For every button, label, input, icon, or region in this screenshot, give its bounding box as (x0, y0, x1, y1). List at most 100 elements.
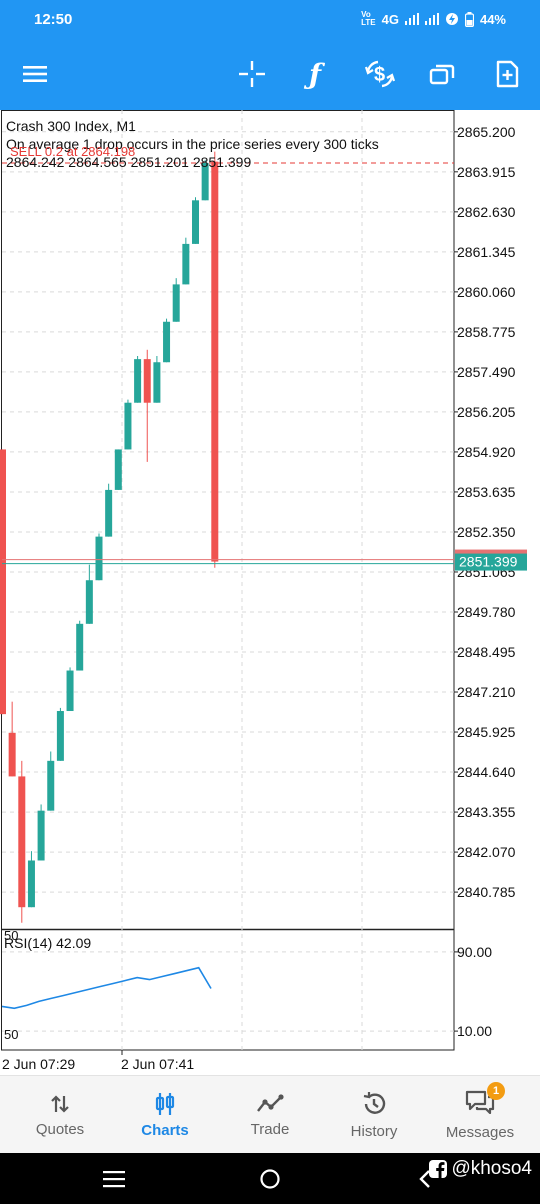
watermark: @khoso4 (429, 1158, 532, 1180)
facebook-icon (429, 1160, 448, 1178)
nav-trade-label: Trade (250, 1120, 290, 1138)
bottom-navigation: Quotes Charts Trade History 1 Messages (0, 1075, 540, 1153)
function-icon: ƒ (308, 57, 322, 91)
nav-charts-label: Charts (141, 1121, 189, 1139)
new-order-icon (496, 60, 519, 88)
signal-icon (404, 13, 419, 25)
candle-body (37, 810, 45, 861)
candle-body (66, 670, 74, 712)
rsi-level-label: 50 (4, 1027, 18, 1042)
candle-body (201, 162, 209, 201)
y-tick-label: 2856.205 (457, 404, 516, 420)
rsi-level-label: 50 (4, 928, 18, 943)
candle-body (172, 284, 180, 322)
rsi-line (1, 966, 212, 1010)
y-tick-label: 2847.210 (457, 684, 516, 700)
toolbar: ƒ $ (0, 40, 540, 110)
candle-body (95, 536, 103, 581)
candle-body (105, 489, 113, 537)
candle-body (192, 200, 199, 244)
window-icon (429, 64, 455, 85)
y-tick-label: 2844.640 (457, 764, 516, 780)
battery-level: 44% (479, 11, 506, 27)
x-tick-label: 2 Jun 07:41 (121, 1056, 194, 1072)
chart-description: On average 1 drop occurs in the price se… (6, 136, 379, 152)
nav-history-label: History (350, 1122, 398, 1140)
y-tick-label: 2848.495 (457, 644, 516, 660)
status-bar: 12:50 Vo LTE 4G 44% (0, 0, 540, 40)
nav-messages-label: Messages (445, 1123, 515, 1141)
price-chart[interactable]: 2865.200 2863.915 2862.630 2861.345 2860.060… (0, 110, 540, 1075)
menu-icon (23, 66, 47, 82)
indicators-button[interactable]: ƒ (295, 54, 335, 94)
chart-area[interactable]: 2865.200 2863.915 2862.630 2861.345 2860.060… (0, 110, 540, 1075)
battery-saver-icon (445, 13, 458, 25)
trade-button[interactable]: $ (360, 54, 400, 94)
candle-body (163, 321, 171, 363)
candle-body (76, 623, 84, 671)
windows-button[interactable] (422, 54, 462, 94)
nav-trade[interactable]: Trade (216, 1076, 324, 1154)
crosshair-icon (239, 61, 265, 87)
watermark-text: @khoso4 (451, 1158, 532, 1179)
candle-body (18, 776, 26, 908)
candle-body (27, 860, 35, 908)
history-icon (363, 1091, 386, 1114)
y-tick-label: 2849.780 (457, 604, 516, 620)
y-tick-label: 2863.915 (457, 164, 516, 180)
candle-body (47, 760, 55, 811)
signal-icon-2 (424, 13, 439, 25)
candle-body (85, 580, 93, 624)
y-tick-label: 2842.070 (457, 844, 516, 860)
y-tick-label: 2845.925 (457, 724, 516, 740)
nav-history[interactable]: History (320, 1076, 428, 1154)
candle-body (153, 362, 161, 403)
y-tick-label: 2860.060 (457, 284, 516, 300)
candle-body (143, 359, 151, 403)
status-indicators: Vo LTE 4G 44% (361, 11, 506, 27)
y-tick-label: 2865.200 (457, 124, 516, 140)
volte-icon: Vo LTE (361, 10, 376, 27)
y-tick-label: 2853.635 (457, 484, 516, 500)
sell-order-label[interactable]: SELL 0.2 at 2864.198 (10, 144, 136, 159)
candle-body (182, 243, 190, 285)
candle-body (211, 161, 219, 562)
current-price-box (455, 552, 527, 571)
crosshair-button[interactable] (232, 54, 272, 94)
back-icon[interactable] (418, 1169, 432, 1189)
y-tick-label: 2852.350 (457, 524, 516, 540)
recent-apps-icon[interactable] (103, 1170, 125, 1188)
nav-messages[interactable]: 1 Messages (426, 1076, 534, 1154)
y-tick-label: 2858.775 (457, 324, 516, 340)
candle-body (114, 449, 122, 490)
new-order-button[interactable] (487, 54, 527, 94)
candle-body (8, 732, 16, 777)
messages-icon-wrap: 1 (465, 1081, 505, 1118)
bid-price-marker (455, 549, 527, 554)
y-tick-label: 2854.920 (457, 444, 516, 460)
y-tick-label: 2857.490 (457, 364, 516, 380)
current-price-label: 2851.399 (459, 554, 518, 570)
svg-text:$: $ (374, 64, 385, 86)
candle-body (134, 359, 142, 403)
nav-quotes-label: Quotes (35, 1120, 85, 1138)
y-tick-label: 2862.630 (457, 204, 516, 220)
trade-icon: $ (364, 60, 396, 88)
status-time: 12:50 (34, 11, 73, 28)
trade-nav-icon (257, 1093, 284, 1112)
system-nav-bar (0, 1153, 540, 1204)
ohlc-values: 2864.242 2864.565 2851.201 2851.399 (6, 154, 252, 170)
chart-symbol-title: Crash 300 Index, M1 (6, 118, 136, 134)
nav-charts[interactable]: Charts (111, 1076, 219, 1154)
rsi-tick-label: 90.00 (457, 944, 492, 960)
y-tick-label: 2861.345 (457, 244, 516, 260)
messages-badge: 1 (487, 1081, 505, 1100)
menu-button[interactable] (15, 54, 55, 94)
home-icon[interactable] (259, 1168, 281, 1190)
battery-icon (464, 11, 474, 27)
network-label: 4G (381, 11, 399, 27)
nav-quotes[interactable]: Quotes (6, 1076, 114, 1154)
candle-body (124, 402, 132, 450)
quotes-icon (51, 1094, 69, 1113)
y-tick-label: 2843.355 (457, 804, 516, 820)
